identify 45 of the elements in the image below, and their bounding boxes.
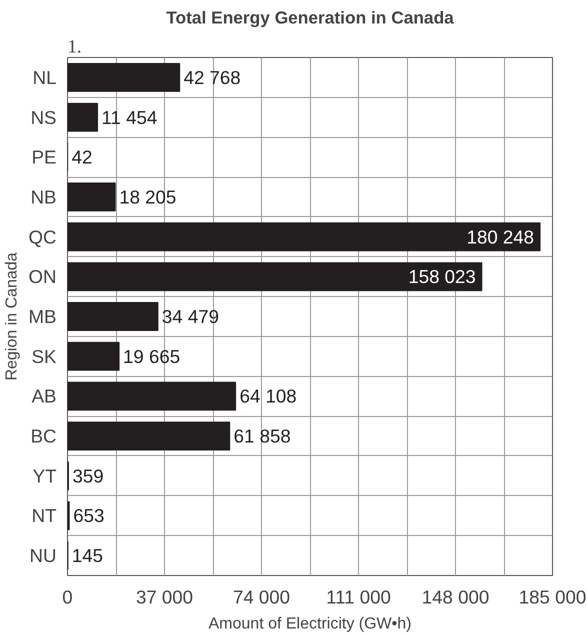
y-tick-label: PE [32,146,57,168]
data-label: 42 768 [184,66,241,88]
data-label: 158 023 [408,266,476,288]
y-tick-label: ON [28,266,56,288]
y-tick-label: NB [30,186,57,208]
bar [68,382,236,411]
data-label: 145 [72,545,104,566]
y-axis-title: Region in Canada [4,252,21,381]
bar [68,302,158,331]
x-tick-label: 37 000 [136,586,194,608]
x-tick-label: 74 000 [232,586,290,608]
y-tick-label: BC [30,426,57,447]
y-tick-label: NS [30,106,57,128]
bar [68,182,116,212]
x-tick-label: 111 000 [326,586,391,608]
data-label: 19 665 [123,346,180,367]
bar [68,262,482,292]
bar [68,342,120,371]
y-tick-label: NU [30,545,57,566]
y-tick-label: YT [32,465,57,486]
annotation: 1. [68,36,82,58]
x-axis-title: Amount of Electricity (GW•h) [208,616,412,632]
data-label: 42 [72,146,92,168]
bar [68,422,230,450]
y-tick-label: AB [32,386,57,407]
data-label: 653 [73,505,104,526]
x-tick-label: 0 [62,586,73,608]
data-label: 359 [72,465,104,486]
bar [68,222,541,252]
x-tick-label: 148 000 [422,586,490,608]
data-label: 34 479 [162,306,219,327]
chart-title: Total Energy Generation in Canada [166,8,454,28]
y-tick-label: NL [32,66,57,88]
data-label: 61 858 [234,426,291,447]
y-tick-label: QC [28,226,56,248]
y-tick-label: MB [28,306,56,327]
x-tick-label: 185 000 [518,586,586,608]
data-label: 64 108 [240,386,297,407]
y-tick-label: SK [32,346,58,367]
bar [68,102,98,132]
data-label: 11 454 [102,106,158,128]
y-tick-label: NT [32,505,57,526]
bar [68,62,180,92]
data-label: 180 248 [466,226,534,248]
data-label: 18 205 [119,186,176,208]
